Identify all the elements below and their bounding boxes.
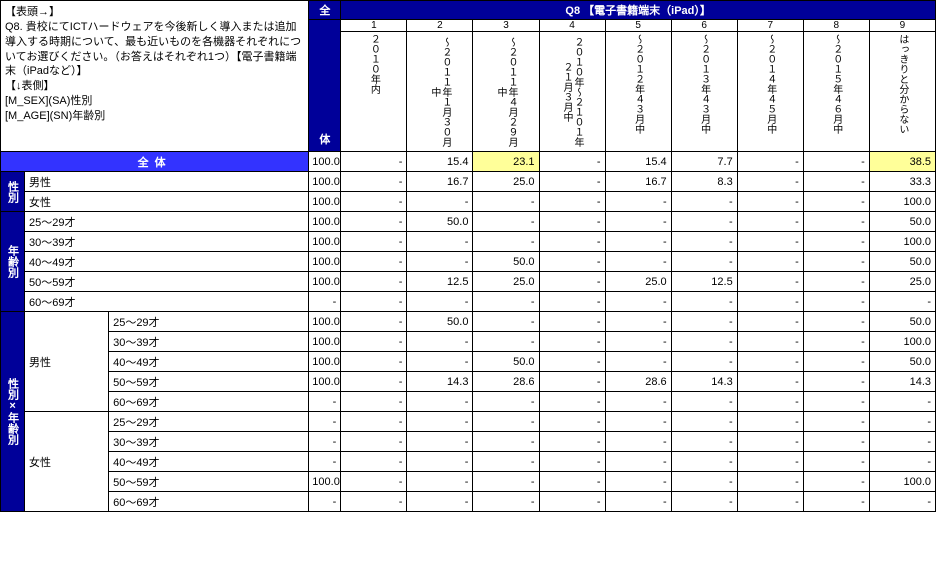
row-age-60: 60～69才---------- (1, 292, 936, 312)
colh-7: 〜２０１４年４５月中 (737, 32, 803, 152)
colh-2: 〜２０１１年１月３０月中 (407, 32, 473, 152)
colh-9: はっきりと分からない (869, 32, 935, 152)
desc-l4: 【↓表側】 (5, 79, 304, 94)
row-age-40: 40～49才100.0--50.0-----50.0 (1, 252, 936, 272)
coln-4: 4 (539, 20, 605, 32)
colh-1: ２０１０年内 (341, 32, 407, 152)
desc-l1: 【表頭→】 (5, 5, 304, 20)
colh-8: 〜２０１５年４６月中 (803, 32, 869, 152)
group-age: 年齢別 (1, 212, 25, 312)
coln-6: 6 (671, 20, 737, 32)
colh-5: 〜２０１２年４３月中 (605, 32, 671, 152)
row-f-30: 30～39才---------- (1, 432, 936, 452)
row-m-50: 50～59才100.0-14.328.6-28.614.3--14.3 (1, 372, 936, 392)
coln-1: 1 (341, 20, 407, 32)
desc-l2: Q8. 貴校にてICTハードウェアを今後新しく導入または追加導入する時期について… (5, 20, 304, 79)
row-m-25: 性別×年齢別 男性 25～29才 100.0-50.0------50.0 (1, 312, 936, 332)
desc-l5: [M_SEX](SA)性別 (5, 94, 304, 109)
description-cell: 【表頭→】 Q8. 貴校にてICTハードウェアを今後新しく導入または追加導入する… (1, 1, 309, 152)
row-f-60: 60～69才---------- (1, 492, 936, 512)
coln-5: 5 (605, 20, 671, 32)
desc-l6: [M_AGE](SN)年齢別 (5, 109, 304, 124)
coln-3: 3 (473, 20, 539, 32)
coln-2: 2 (407, 20, 473, 32)
q-title: Q8 【電子書籍端末（iPad）】 (341, 1, 936, 20)
group-sex: 性別 (1, 172, 25, 212)
coln-7: 7 (737, 20, 803, 32)
tai-cell: 体 (309, 20, 341, 152)
colh-6: 〜２０１３年４３月中 (671, 32, 737, 152)
coln-8: 8 (803, 20, 869, 32)
total-label: 全体 (1, 152, 309, 172)
group-sexage: 性別×年齢別 (1, 312, 25, 512)
row-m-60: 60～69才---------- (1, 392, 936, 412)
row-age-50: 50～59才100.0-12.525.0-25.012.5--25.0 (1, 272, 936, 292)
row-sex-m: 性別 男性 100.0-16.725.0-16.78.3--33.3 (1, 172, 936, 192)
row-m-40: 40～49才100.0--50.0-----50.0 (1, 352, 936, 372)
colh-4: ２０１０年～２１０１年２１月３月中 (539, 32, 605, 152)
row-f-40: 40～49才---------- (1, 452, 936, 472)
zen-top: 全 (309, 1, 341, 20)
colh-3: 〜２０１１年４月２９月中 (473, 32, 539, 152)
row-m-30: 30～39才100.0--------100.0 (1, 332, 936, 352)
row-sex-f: 女性 100.0--------100.0 (1, 192, 936, 212)
crosstab-table: 【表頭→】 Q8. 貴校にてICTハードウェアを今後新しく導入または追加導入する… (0, 0, 936, 512)
row-f-25: 女性 25～29才 ---------- (1, 412, 936, 432)
row-age-30: 30～39才100.0--------100.0 (1, 232, 936, 252)
row-f-50: 50～59才100.0--------100.0 (1, 472, 936, 492)
coln-9: 9 (869, 20, 935, 32)
row-age-25: 年齢別 25～29才 100.0-50.0------50.0 (1, 212, 936, 232)
row-total: 全体 100.0 - 15.4 23.1 - 15.4 7.7 - - 38.5 (1, 152, 936, 172)
